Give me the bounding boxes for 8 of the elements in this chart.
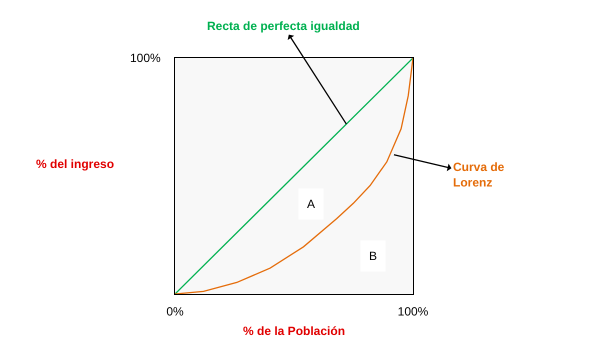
text: 100% <box>130 51 162 65</box>
annotation: Curva de Lorenz <box>453 160 505 190</box>
annotation: B <box>369 249 378 263</box>
annotation: Recta de perfecta igualdad <box>207 19 360 33</box>
annotation: A <box>307 197 316 211</box>
y-axis-title: % del ingreso <box>36 157 114 171</box>
x-axis-title: % de la Población <box>243 324 346 338</box>
x-tick-label: 0% <box>166 304 184 318</box>
